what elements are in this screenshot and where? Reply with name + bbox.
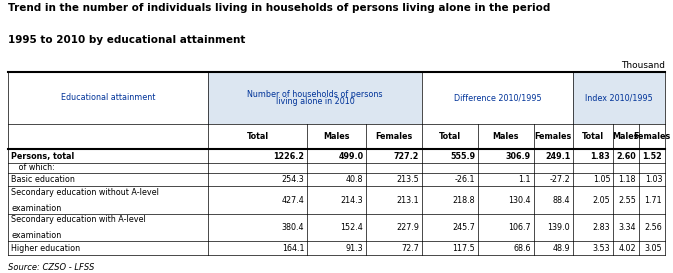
Text: Educational attainment: Educational attainment [61,93,155,102]
Text: 130.4: 130.4 [508,196,531,205]
Text: 1.03: 1.03 [645,175,662,184]
Text: 2.05: 2.05 [593,196,610,205]
Text: 1.71: 1.71 [645,196,662,205]
Text: Number of households of persons: Number of households of persons [248,90,383,99]
Text: examination: examination [11,231,62,240]
Text: 152.4: 152.4 [341,223,363,232]
Text: 3.53: 3.53 [593,244,610,253]
Text: 1995 to 2010 by educational attainment: 1995 to 2010 by educational attainment [8,35,246,46]
Text: of which:: of which: [11,163,55,172]
Text: Total: Total [439,132,461,141]
Text: 213.1: 213.1 [396,196,419,205]
Text: Males: Males [323,132,350,141]
Text: 2.60: 2.60 [616,152,636,161]
Text: 245.7: 245.7 [452,223,475,232]
Text: Higher education: Higher education [11,244,81,253]
Text: 91.3: 91.3 [346,244,363,253]
Text: Source: CZSO - LFSS: Source: CZSO - LFSS [8,263,94,272]
Text: Females: Females [633,132,670,141]
Bar [573,72,665,124]
Text: 72.7: 72.7 [401,244,419,253]
Text: Females: Females [376,132,413,141]
Text: 1226.2: 1226.2 [273,152,304,161]
Text: 213.5: 213.5 [396,175,419,184]
Text: 306.9: 306.9 [505,152,531,161]
Text: 3.05: 3.05 [645,244,662,253]
Text: 555.9: 555.9 [450,152,475,161]
Text: 218.8: 218.8 [452,196,475,205]
Text: Trend in the number of individuals living in households of persons living alone : Trend in the number of individuals livin… [8,3,551,13]
Text: Persons, total: Persons, total [11,152,75,161]
Text: 48.9: 48.9 [553,244,570,253]
Text: Total: Total [246,132,269,141]
Text: Males: Males [493,132,519,141]
Text: 40.8: 40.8 [346,175,363,184]
Text: Index 2010/1995: Index 2010/1995 [585,93,653,102]
Text: Difference 2010/1995: Difference 2010/1995 [454,93,541,102]
Text: 249.1: 249.1 [545,152,570,161]
Text: 117.5: 117.5 [452,244,475,253]
Text: Secondary education with A-level: Secondary education with A-level [11,215,146,224]
Text: 727.2: 727.2 [394,152,419,161]
Text: 214.3: 214.3 [341,196,363,205]
Bar [209,72,422,124]
Text: Basic education: Basic education [11,175,75,184]
Text: 380.4: 380.4 [282,223,304,232]
Text: 106.7: 106.7 [508,223,531,232]
Text: 68.6: 68.6 [513,244,531,253]
Text: living alone in 2010: living alone in 2010 [276,97,355,106]
Text: Thousand: Thousand [621,61,665,70]
Text: 88.4: 88.4 [553,196,570,205]
Text: 1.83: 1.83 [591,152,610,161]
Text: 1.1: 1.1 [518,175,531,184]
Text: 2.56: 2.56 [645,223,662,232]
Text: 1.52: 1.52 [643,152,662,161]
Text: 2.55: 2.55 [618,196,636,205]
Text: -27.2: -27.2 [550,175,570,184]
Text: 499.0: 499.0 [339,152,363,161]
Text: 2.83: 2.83 [593,223,610,232]
Text: 254.3: 254.3 [281,175,304,184]
Text: 3.34: 3.34 [618,223,636,232]
Text: 427.4: 427.4 [281,196,304,205]
Bar [422,72,573,124]
Text: examination: examination [11,204,62,213]
Text: Females: Females [534,132,572,141]
Text: Total: Total [582,132,604,141]
Text: 227.9: 227.9 [396,223,419,232]
Text: 139.0: 139.0 [548,223,570,232]
Text: 4.02: 4.02 [618,244,636,253]
Text: Secondary education without A-level: Secondary education without A-level [11,188,160,197]
Text: 1.05: 1.05 [593,175,610,184]
Text: 1.18: 1.18 [618,175,636,184]
Text: -26.1: -26.1 [454,175,475,184]
Text: 164.1: 164.1 [282,244,304,253]
Text: Males: Males [612,132,639,141]
